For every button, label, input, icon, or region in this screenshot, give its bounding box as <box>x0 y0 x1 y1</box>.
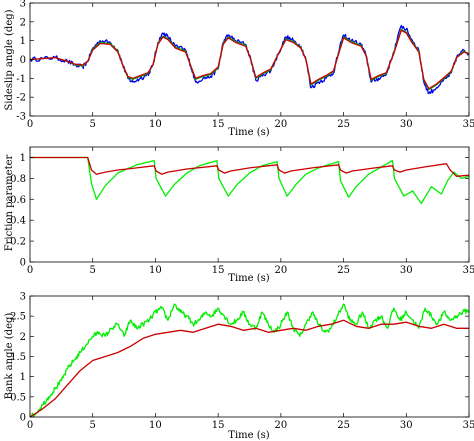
sideslip-xtick-label: 0 <box>27 119 33 130</box>
bank-ytick-label: 1.5 <box>10 352 26 363</box>
sideslip-xlabel: Time (s) <box>228 127 269 138</box>
sideslip-xtick-label: 20 <box>274 119 287 130</box>
sideslip-ylabel: Sideslip angle (deg) <box>4 9 15 110</box>
friction-xtick-label: 20 <box>274 265 287 276</box>
bank-xlabel: Time (s) <box>228 430 269 441</box>
bank-xtick-label: 0 <box>27 420 33 431</box>
bank-ytick-label: 1 <box>20 372 26 383</box>
bank-ytick-label: 0 <box>20 413 26 424</box>
friction-xtick-label: 5 <box>90 265 96 276</box>
sideslip-xtick-label: 5 <box>90 119 96 130</box>
sideslip-ytick-label: -1 <box>16 74 26 85</box>
friction-ytick-label: 0.4 <box>10 216 26 227</box>
friction-series-1-line <box>30 156 469 177</box>
bank-xtick-label: 5 <box>90 420 96 431</box>
friction-ytick-label: 0.6 <box>10 195 26 206</box>
friction-ytick-label: 0.8 <box>10 174 26 185</box>
bank-ylabel: Bank angle (deg) <box>4 313 15 400</box>
sideslip-xtick-label: 15 <box>212 119 225 130</box>
friction-xtick-label: 0 <box>27 265 33 276</box>
sideslip-ytick-label: 1 <box>20 36 26 47</box>
bank-xtick-label: 15 <box>212 420 225 431</box>
sideslip-xtick-label: 10 <box>149 119 162 130</box>
friction-xtick-label: 35 <box>463 265 474 276</box>
friction-xtick-label: 15 <box>212 265 225 276</box>
sideslip-xtick-label: 35 <box>463 119 474 130</box>
friction-parameter-panel: Time (s) Friction parameter 0 5 10 15 20 25 30… <box>4 146 474 284</box>
sideslip-axes-frame <box>29 2 470 117</box>
sideslip-series-1-line <box>30 28 469 91</box>
sideslip-series-0-line <box>30 24 469 95</box>
sideslip-ytick-label: -2 <box>16 93 26 104</box>
bank-angle-panel: Time (s) Bank angle (deg) 0 5 10 15 20 25 30 35… <box>4 292 474 441</box>
bank-ytick-label: 2 <box>20 332 26 343</box>
bank-xtick-label: 30 <box>400 420 413 431</box>
bank-xtick-label: 10 <box>149 420 162 431</box>
bank-ytick-label: 2.5 <box>10 312 26 323</box>
sideslip-ytick-label: -3 <box>16 112 26 123</box>
sideslip-ytick-label: 2 <box>20 17 26 28</box>
sideslip-series-2-line <box>30 29 469 90</box>
bank-ytick-label: 3 <box>20 292 26 303</box>
sideslip-xtick-label: 30 <box>400 119 413 130</box>
bank-series-1-line <box>30 319 469 417</box>
bank-series-0-line <box>30 303 469 417</box>
friction-xlabel: Time (s) <box>228 273 269 284</box>
bank-xtick-label: 25 <box>337 420 350 431</box>
friction-xtick-label: 10 <box>149 265 162 276</box>
friction-series-0-line <box>30 156 469 205</box>
friction-ytick-label: 1 <box>20 153 26 164</box>
bank-xtick-label: 20 <box>274 420 287 431</box>
sideslip-angle-panel: Time (s) Sideslip angle (deg) 0 5 10 15 20 25… <box>4 0 474 138</box>
sideslip-ytick-label: 0 <box>20 55 26 66</box>
friction-xtick-label: 25 <box>337 265 350 276</box>
friction-ytick-label: 0.2 <box>10 237 26 248</box>
friction-xtick-label: 30 <box>400 265 413 276</box>
friction-ylabel: Friction parameter <box>4 154 15 251</box>
friction-ytick-label: 0 <box>20 258 26 269</box>
friction-axes-frame <box>29 146 470 263</box>
bank-xtick-label: 35 <box>463 420 474 431</box>
bank-ytick-label: 0.5 <box>10 392 26 403</box>
sideslip-xtick-label: 25 <box>337 119 350 130</box>
bank-axes-frame <box>29 295 470 418</box>
sideslip-ytick-label: 3 <box>20 0 26 10</box>
